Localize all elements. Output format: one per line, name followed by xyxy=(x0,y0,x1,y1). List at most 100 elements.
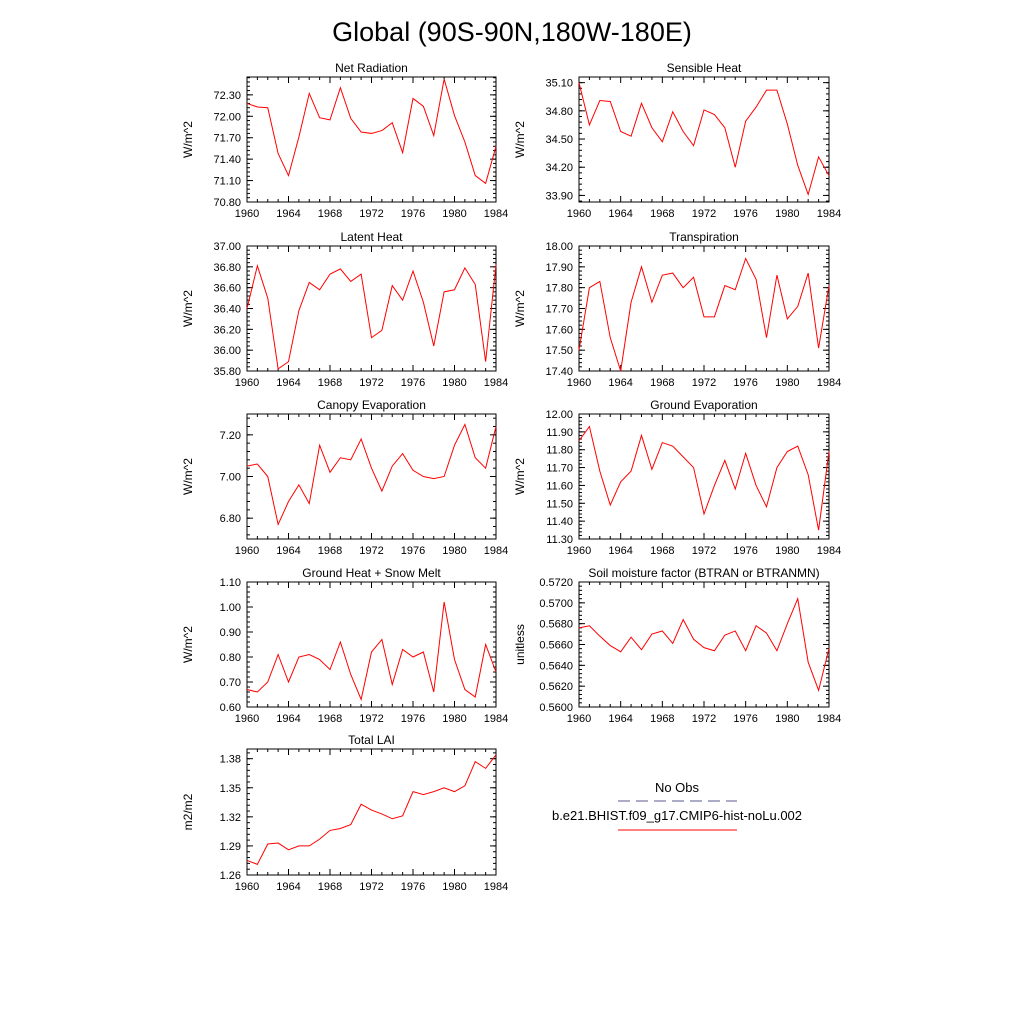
panel-title: Ground Evaporation xyxy=(650,398,757,412)
plot-frame xyxy=(246,413,497,540)
series-line xyxy=(246,79,497,185)
x-tick-label: 1964 xyxy=(608,545,632,557)
x-tick-label: 1964 xyxy=(276,881,300,893)
x-tick-label: 1984 xyxy=(817,377,841,389)
y-tick-label: 1.29 xyxy=(220,841,241,853)
x-tick-label: 1968 xyxy=(318,881,342,893)
series-line xyxy=(246,263,497,370)
y-tick-label: 1.38 xyxy=(220,754,241,766)
y-tick-label: 70.80 xyxy=(213,197,241,209)
x-tick-label: 1980 xyxy=(775,377,799,389)
x-tick-label: 1960 xyxy=(235,545,259,557)
x-tick-label: 1976 xyxy=(733,208,757,220)
y-axis-label: unitless xyxy=(513,624,527,665)
y-tick-label: 7.20 xyxy=(220,430,241,442)
y-axis-label: W/m^2 xyxy=(513,121,527,158)
y-tick-label: 0.5700 xyxy=(539,598,573,610)
y-tick-label: 17.90 xyxy=(545,262,573,274)
y-tick-label: 0.5600 xyxy=(539,702,573,714)
y-tick-label: 17.40 xyxy=(545,366,573,378)
y-tick-label: 34.80 xyxy=(545,106,573,118)
legend-label-model: b.e21.BHIST.f09_g17.CMIP6-hist-noLu.002 xyxy=(552,808,802,823)
y-tick-label: 11.90 xyxy=(546,427,573,439)
y-axis-label: W/m^2 xyxy=(513,290,527,327)
panel-5: Canopy Evaporation W/m^2 1960 1964 1968 1972 1… xyxy=(181,398,508,557)
x-tick-label: 1964 xyxy=(276,713,300,725)
x-tick-label: 1984 xyxy=(817,713,841,725)
x-tick-label: 1980 xyxy=(442,545,466,557)
x-tick-label: 1980 xyxy=(775,208,799,220)
x-tick-label: 1968 xyxy=(650,713,674,725)
x-tick-label: 1968 xyxy=(650,208,674,220)
x-tick-label: 1960 xyxy=(235,208,259,220)
y-tick-label: 17.70 xyxy=(545,304,573,316)
x-tick-label: 1972 xyxy=(359,208,383,220)
x-tick-label: 1972 xyxy=(692,545,716,557)
x-tick-label: 1984 xyxy=(817,208,841,220)
y-tick-label: 35.80 xyxy=(213,366,241,378)
y-tick-label: 71.10 xyxy=(213,176,241,188)
panel-1: Net Radiation W/m^2 1960 1964 1968 1972 1976 19… xyxy=(181,61,508,220)
y-tick-label: 71.70 xyxy=(213,133,241,145)
plot-frame xyxy=(578,245,830,372)
x-tick-label: 1980 xyxy=(442,377,466,389)
y-tick-label: 36.40 xyxy=(213,304,241,316)
y-tick-label: 0.5720 xyxy=(539,577,573,589)
y-tick-label: 36.00 xyxy=(213,345,241,357)
x-tick-label: 1964 xyxy=(608,713,632,725)
panel-title: Sensible Heat xyxy=(667,61,742,75)
plot-frame xyxy=(578,581,830,708)
y-tick-label: 0.5620 xyxy=(539,681,573,693)
y-tick-label: 0.70 xyxy=(220,677,241,689)
x-tick-label: 1972 xyxy=(692,713,716,725)
series-line xyxy=(246,423,497,527)
plot-frame xyxy=(246,76,497,203)
y-axis-label: W/m^2 xyxy=(181,290,195,327)
y-tick-label: 33.90 xyxy=(545,190,573,202)
page-title: Global (90S-90N,180W-180E) xyxy=(332,17,692,47)
x-tick-label: 1980 xyxy=(442,208,466,220)
x-tick-label: 1972 xyxy=(359,881,383,893)
panel-title: Soil moisture factor (BTRAN or BTRANMN) xyxy=(588,566,819,580)
plot-frame xyxy=(246,581,497,708)
x-tick-label: 1976 xyxy=(733,377,757,389)
y-tick-label: 1.35 xyxy=(220,783,241,795)
series-line xyxy=(578,425,830,531)
x-tick-label: 1980 xyxy=(775,545,799,557)
y-tick-label: 72.30 xyxy=(213,90,241,102)
x-tick-label: 1984 xyxy=(484,208,508,220)
y-axis-label: m2/m2 xyxy=(181,793,195,830)
legend-label-no-obs: No Obs xyxy=(655,780,700,795)
x-tick-label: 1976 xyxy=(401,713,425,725)
panel-6: Ground Evaporation W/m^2 1960 1964 1968 1972 1… xyxy=(513,398,841,557)
x-tick-label: 1960 xyxy=(235,713,259,725)
x-tick-label: 1980 xyxy=(775,713,799,725)
y-tick-label: 1.26 xyxy=(220,870,241,882)
panel-title: Ground Heat + Snow Melt xyxy=(302,566,441,580)
y-tick-label: 12.00 xyxy=(545,409,573,421)
plot-frame xyxy=(246,748,497,876)
y-tick-label: 6.80 xyxy=(220,513,241,525)
y-tick-label: 17.60 xyxy=(545,324,573,336)
y-tick-label: 0.80 xyxy=(220,652,241,664)
y-axis-label: W/m^2 xyxy=(181,626,195,663)
series-line xyxy=(246,754,497,865)
x-tick-label: 1960 xyxy=(567,377,591,389)
panel-3: Latent Heat W/m^2 1960 1964 1968 1972 1976 1980… xyxy=(181,230,508,389)
y-axis-label: W/m^2 xyxy=(181,121,195,158)
y-tick-label: 36.20 xyxy=(213,324,241,336)
x-tick-label: 1976 xyxy=(401,881,425,893)
y-tick-label: 11.60 xyxy=(546,480,573,492)
y-tick-label: 11.40 xyxy=(546,516,573,528)
y-tick-label: 36.80 xyxy=(213,262,241,274)
x-tick-label: 1964 xyxy=(276,208,300,220)
panel-title: Transpiration xyxy=(669,230,739,244)
y-tick-label: 71.40 xyxy=(213,154,241,166)
x-tick-label: 1964 xyxy=(276,545,300,557)
panel-title: Net Radiation xyxy=(335,61,408,75)
y-tick-label: 11.80 xyxy=(546,445,573,457)
x-tick-label: 1964 xyxy=(276,377,300,389)
y-tick-label: 0.90 xyxy=(220,627,241,639)
panels: Net Radiation W/m^2 1960 1964 1968 1972 1976 19… xyxy=(181,61,841,893)
y-tick-label: 0.60 xyxy=(220,702,241,714)
